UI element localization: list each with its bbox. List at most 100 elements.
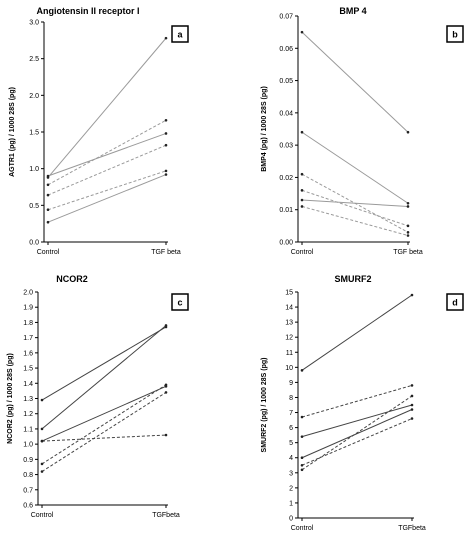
panel-b-series-line [301,31,409,133]
panel-a-xtick-label: TGF beta [151,249,181,256]
panel-a-point-treated [164,169,168,173]
panel-d-point-treated [410,408,414,411]
panel-d-point-treated [410,417,414,420]
panel-d-xtick-label: TGFbeta [398,525,426,532]
panel-b-point-control [300,172,304,176]
panel-c-ytick-label: 0.9 [23,457,33,464]
panel-a-point-treated [164,118,168,122]
panel-d-ytick-label: 14 [285,305,293,312]
panel-b-ytick-label: 0.06 [279,46,293,53]
panel-b-ylabel: BMP4 (pg) / 1000 28S (pg) [261,86,268,172]
panel-d-series-line [301,409,413,459]
panel-d-ytick-label: 5 [289,440,293,447]
panel-c-ytick-label: 1.9 [23,305,33,312]
panel-d-letter-box [446,293,464,311]
panel-c-ylabel: NCOR2 (pg) / 1000 28S (pg) [7,353,14,444]
panel-d-title: SMURF2 [334,274,371,284]
panel-c-point-treated [164,391,168,394]
panel-b-point-treated [406,231,410,234]
panel-a-point-control [46,193,50,197]
panel-a-ytick-label: 1.0 [29,166,39,173]
panel-c-ytick-label: 1.0 [23,442,33,449]
panel-a-ytick-label: 0.5 [29,203,39,210]
panel-a-xtick-label: Control [37,249,60,256]
panel-b-xtick-label: TGF beta [393,249,423,256]
panel-d-ytick-label: 12 [285,335,293,342]
panel-c-point-control [40,470,44,473]
panel-c-ytick-label: 1.2 [23,411,33,418]
panel-d-ytick-label: 15 [285,290,293,297]
panel-b-letter-box [446,25,464,43]
panel-a-title: Angiotensin II receptor I [36,6,139,16]
panel-a-series-line [47,170,167,211]
panel-a-letter-box [171,25,189,43]
panel-a-point-control [46,174,50,178]
panel-b-series-line [301,189,409,227]
panel-a-ytick-label: 0.0 [29,240,39,247]
panel-a-series-line [47,37,167,178]
panel-d-series-line [301,294,413,371]
panel-a-point-treated [164,143,168,147]
panel-d-ytick-label: 2 [289,485,293,492]
panel-b-ytick-label: 0.02 [279,175,293,182]
panel-b-ytick-label: 0.00 [279,240,293,247]
panel-c-xtick-label: Control [31,512,54,519]
panel-b-series-line [301,131,409,204]
panel-b-ytick-label: 0.03 [279,143,293,150]
panel-b-point-treated [406,234,410,237]
panel-c-ytick-label: 1.6 [23,350,33,357]
panel-c-series-line [41,391,167,472]
panel-d-series-line [301,404,413,438]
panel-d-ytick-label: 3 [289,470,293,477]
panel-a-point-control [46,208,50,212]
panel-a-ytick-label: 3.0 [29,20,39,27]
panel-c-point-treated [164,324,168,327]
panel-c-ytick-label: 0.7 [23,487,33,494]
panel-c-ytick-label: 1.5 [23,366,33,373]
panel-d-point-control [300,463,304,467]
panel-c-title: NCOR2 [56,274,88,284]
panel-c-series-line [41,325,167,430]
panel-d-ylabel: SMURF2 (pg) / 1000 28S (pg) [261,358,268,453]
panel-b-point-treated [406,130,410,134]
panel-c-ytick-label: 1.4 [23,381,33,388]
panel-d-ytick-label: 8 [289,395,293,402]
panel-b-xtick-label: Control [291,249,314,256]
panel-b-point-control [300,205,304,208]
panel-d-point-control [300,369,304,372]
panel-d-series-line [301,384,413,418]
panel-d-series-line [301,395,413,471]
panel-d-point-control [300,415,304,419]
panel-b-series-line [301,206,409,237]
panel-a-letter: a [177,30,183,40]
panel-b-point-treated [406,205,410,208]
panel-a-series-line [47,144,167,196]
panel-a-series-line [47,132,167,177]
panel-d-point-treated [410,384,414,387]
panel-c-series-line [41,434,167,442]
panel-c-ytick-label: 0.8 [23,472,33,479]
panel-d-ytick-label: 0 [289,516,293,523]
panel-c-ytick-label: 1.1 [23,426,33,433]
panel-a-ylabel: AGTR1 (pg) / 1000 28S (pg) [9,87,16,177]
panel-d-point-treated [410,394,414,398]
panel-d-ytick-label: 11 [286,350,293,357]
panel-c-series-line [41,326,167,401]
panel-b-point-treated [406,201,410,205]
panel-b-series-line [301,199,409,207]
panel-c-series-line [41,385,167,442]
panel-d-point-treated [410,403,414,407]
panel-b-letter: b [452,30,458,40]
panel-d-ytick-label: 9 [289,380,293,387]
panel-c-ytick-label: 2.0 [23,290,33,297]
panel-d-point-control [300,468,304,472]
panel-d-ytick-label: 13 [285,320,293,327]
panel-d-point-control [300,456,304,460]
panel-d-ytick-label: 1 [289,500,293,507]
panel-a-point-treated [164,36,168,40]
panel-b-point-treated [406,224,410,228]
panel-c-point-treated [164,433,168,437]
panel-c-ytick-label: 0.6 [23,503,33,510]
panel-a-series-line [47,119,167,186]
